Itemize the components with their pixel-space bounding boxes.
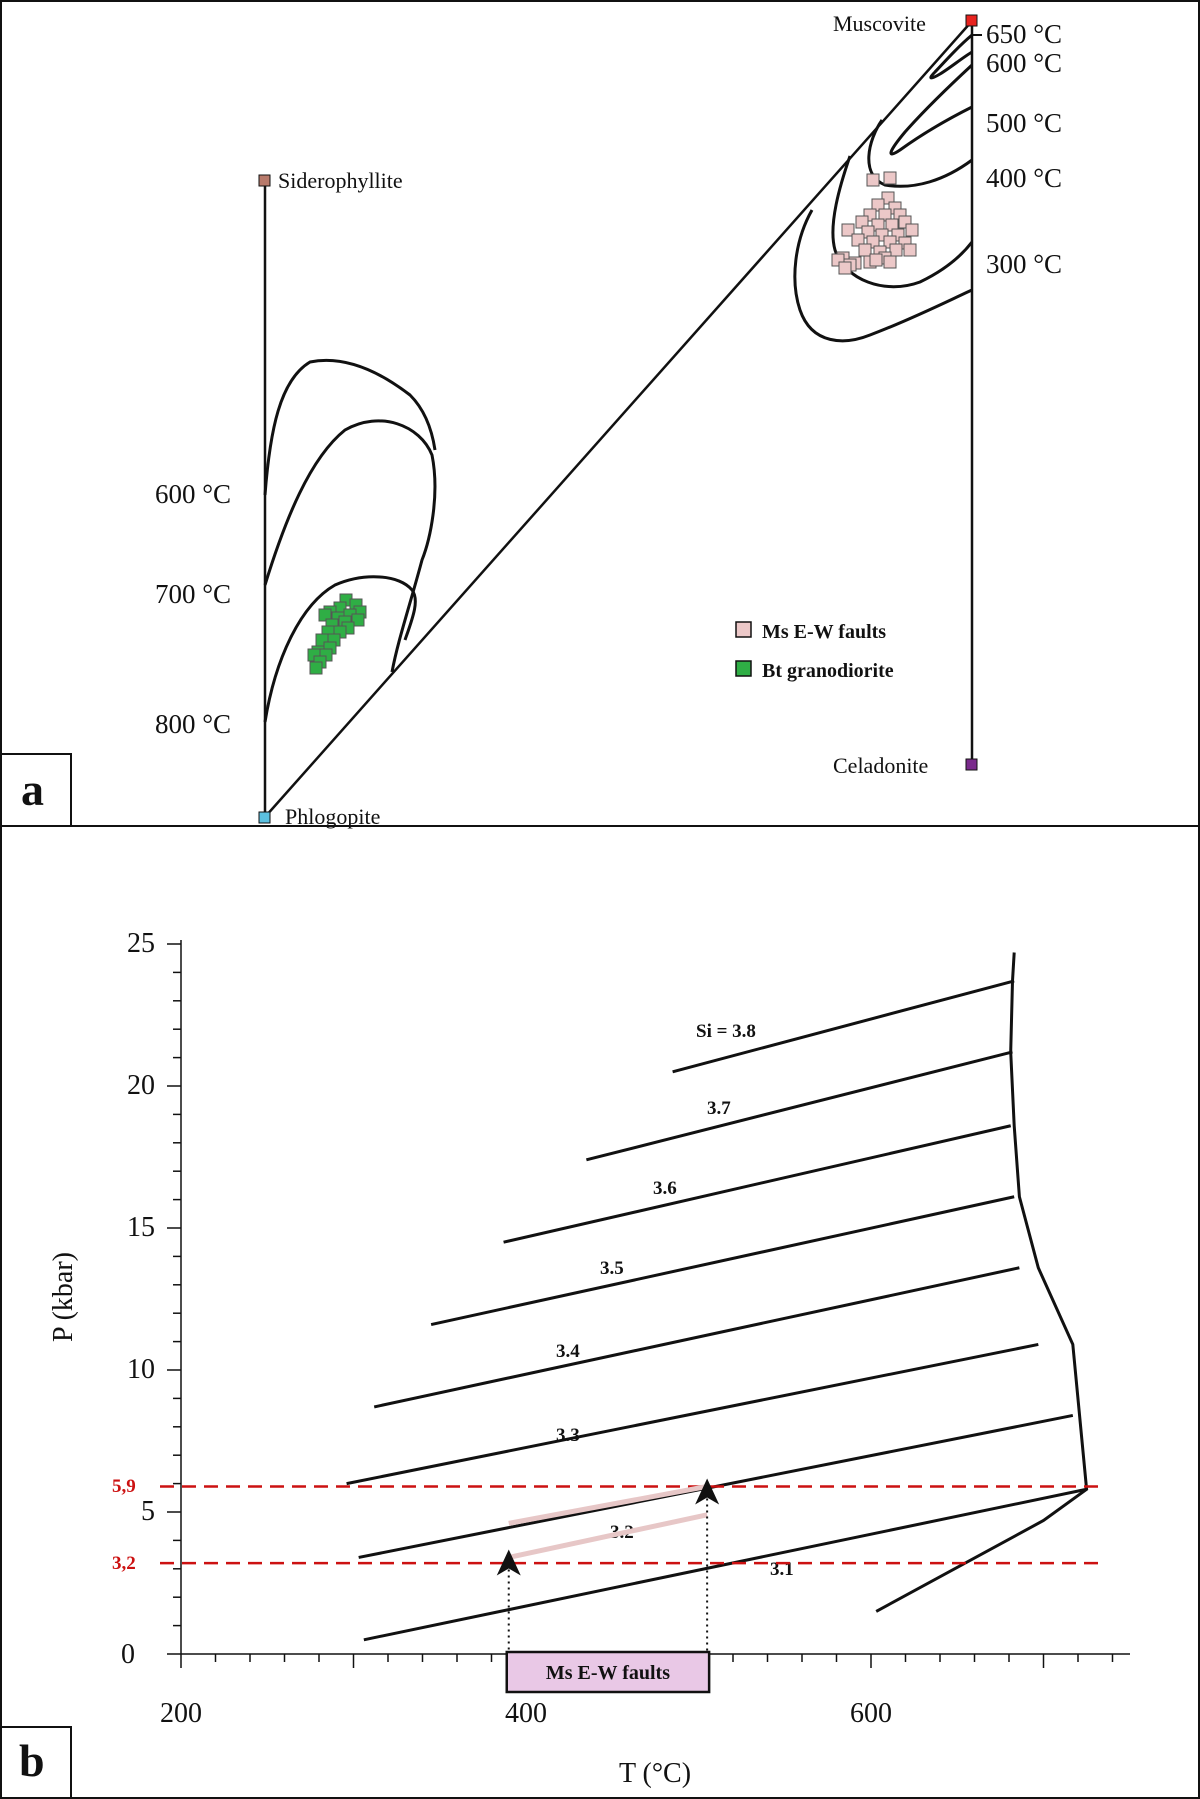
ms-point: [881, 191, 895, 205]
bt-point: [309, 661, 323, 675]
ms-point: [871, 198, 885, 212]
siderophyllite-marker: [258, 174, 271, 187]
label-600-left: 600 °C: [155, 479, 231, 509]
ms-point: [858, 243, 872, 257]
ms-point: [878, 208, 892, 222]
y-tick-label-20: 20: [127, 1070, 155, 1101]
stability-boundary: [875, 952, 1089, 1613]
ms-point: [851, 233, 865, 247]
siderophyllite-label: Siderophyllite: [278, 168, 403, 193]
muscovite-label: Muscovite: [833, 11, 926, 36]
red-label-5-9: 5,9: [112, 1476, 136, 1497]
ms-point: [866, 173, 880, 187]
red-reference-lines: [160, 1485, 1105, 1565]
isopleth-line: [586, 1050, 1013, 1162]
ms-points: [831, 171, 919, 275]
ms-point: [841, 223, 855, 237]
right-isotherm-curves: [793, 33, 974, 343]
isopleth-line: [363, 1487, 1087, 1642]
y-tick-label-15: 15: [127, 1212, 155, 1243]
ms-range-box: Ms E-W faults: [505, 1498, 711, 1694]
panel-b-letter-box: [0, 1726, 72, 1799]
arrow-left: [496, 1549, 521, 1576]
y-tick-label-5: 5: [141, 1496, 155, 1527]
panel-a: 650 °C 600 °C 500 °C 400 °C 300 °C 600 °…: [0, 0, 1200, 829]
ms-point: [903, 243, 917, 257]
isopleth-line: [672, 979, 1015, 1074]
ms-path: [496, 1478, 720, 1576]
si-label-3-4: 3.4: [556, 1341, 580, 1362]
bt-point: [351, 613, 365, 627]
isotherm-curve-300: [793, 209, 973, 343]
red-label-3-2: 3,2: [112, 1553, 136, 1574]
isotherm-curve-800-left: [263, 575, 417, 723]
arrow-right: [695, 1478, 720, 1505]
muscovite-marker: [965, 14, 978, 27]
label-300-right: 300 °C: [986, 249, 1062, 279]
isotherm-curve-400: [831, 155, 974, 289]
si-label-3-3: 3.3: [556, 1425, 580, 1446]
label-500-right: 500 °C: [986, 108, 1062, 138]
panel-a-letter: a: [21, 764, 44, 815]
phlogopite-marker: [258, 811, 271, 824]
ms-point: [905, 223, 919, 237]
ms-point: [838, 261, 852, 275]
label-800-left: 800 °C: [155, 709, 231, 739]
right-isotherm-labels: 650 °C 600 °C 500 °C 400 °C 300 °C: [972, 19, 1062, 279]
panel-b-frame: [0, 825, 1200, 1799]
ms-path-line: [508, 1512, 708, 1560]
left-isotherm-curves: [263, 358, 437, 723]
bt-point: [318, 608, 332, 622]
panel-b: 25 20 15 10 5 0 200 400 600 T (°C) P (kb…: [0, 825, 1200, 1799]
isopleth-line: [503, 1124, 1012, 1244]
x-tick-label-600: 600: [850, 1698, 892, 1729]
isotherm-curve-600: [889, 63, 974, 156]
celadonite-marker: [965, 758, 978, 771]
si-label-3-6: 3.6: [653, 1178, 677, 1199]
panel-a-letter-box: [0, 753, 72, 827]
label-650: 650 °C: [986, 19, 1062, 49]
isopleth-line: [373, 1266, 1020, 1409]
label-700-left: 700 °C: [155, 579, 231, 609]
isopleth-line: [346, 1342, 1039, 1486]
legend: Ms E-W faults Bt granodiorite: [735, 621, 894, 682]
range-box-rect: [505, 1650, 711, 1694]
isotherm-curve-500: [867, 119, 973, 188]
y-axis-title: P (kbar): [48, 1252, 79, 1342]
si-label-3-5: 3.5: [600, 1258, 624, 1279]
ms-point: [883, 171, 897, 185]
label-600-right: 600 °C: [986, 48, 1062, 78]
x-tick-label-200: 200: [160, 1698, 202, 1729]
ms-path-line: [508, 1483, 708, 1526]
bt-points: [307, 593, 367, 675]
y-tick-label-10: 10: [127, 1354, 155, 1385]
y-ticks: [167, 943, 181, 1655]
si-label-3-7: 3.7: [707, 1098, 731, 1119]
range-box-label: Ms E-W faults: [546, 1662, 670, 1684]
si-label-3-8: Si = 3.8: [696, 1021, 756, 1042]
isotherm-curve-650: [929, 33, 973, 80]
isopleth-line: [430, 1195, 1015, 1327]
isopleths: [346, 979, 1087, 1642]
phlogopite-muscovite-line: [264, 20, 973, 818]
ms-point: [889, 243, 903, 257]
label-400-right: 400 °C: [986, 163, 1062, 193]
panel-b-letter: b: [19, 1735, 45, 1786]
celadonite-label: Celadonite: [833, 753, 928, 778]
x-axis-title: T (°C): [619, 1758, 691, 1789]
ms-point: [869, 253, 883, 267]
y-tick-label-25: 25: [127, 928, 155, 959]
legend-swatch-bt: [735, 660, 752, 677]
x-tick-label-400: 400: [505, 1698, 547, 1729]
legend-label-bt: Bt granodiorite: [762, 660, 894, 682]
isotherm-curve-600-left: [263, 358, 437, 496]
phlogopite-label: Phlogopite: [285, 804, 380, 829]
legend-swatch-ms: [735, 621, 752, 638]
ms-point: [883, 255, 897, 269]
left-isotherm-labels: 600 °C 700 °C 800 °C: [155, 479, 231, 739]
y-tick-label-0: 0: [121, 1639, 135, 1670]
legend-label-ms: Ms E-W faults: [762, 621, 886, 643]
